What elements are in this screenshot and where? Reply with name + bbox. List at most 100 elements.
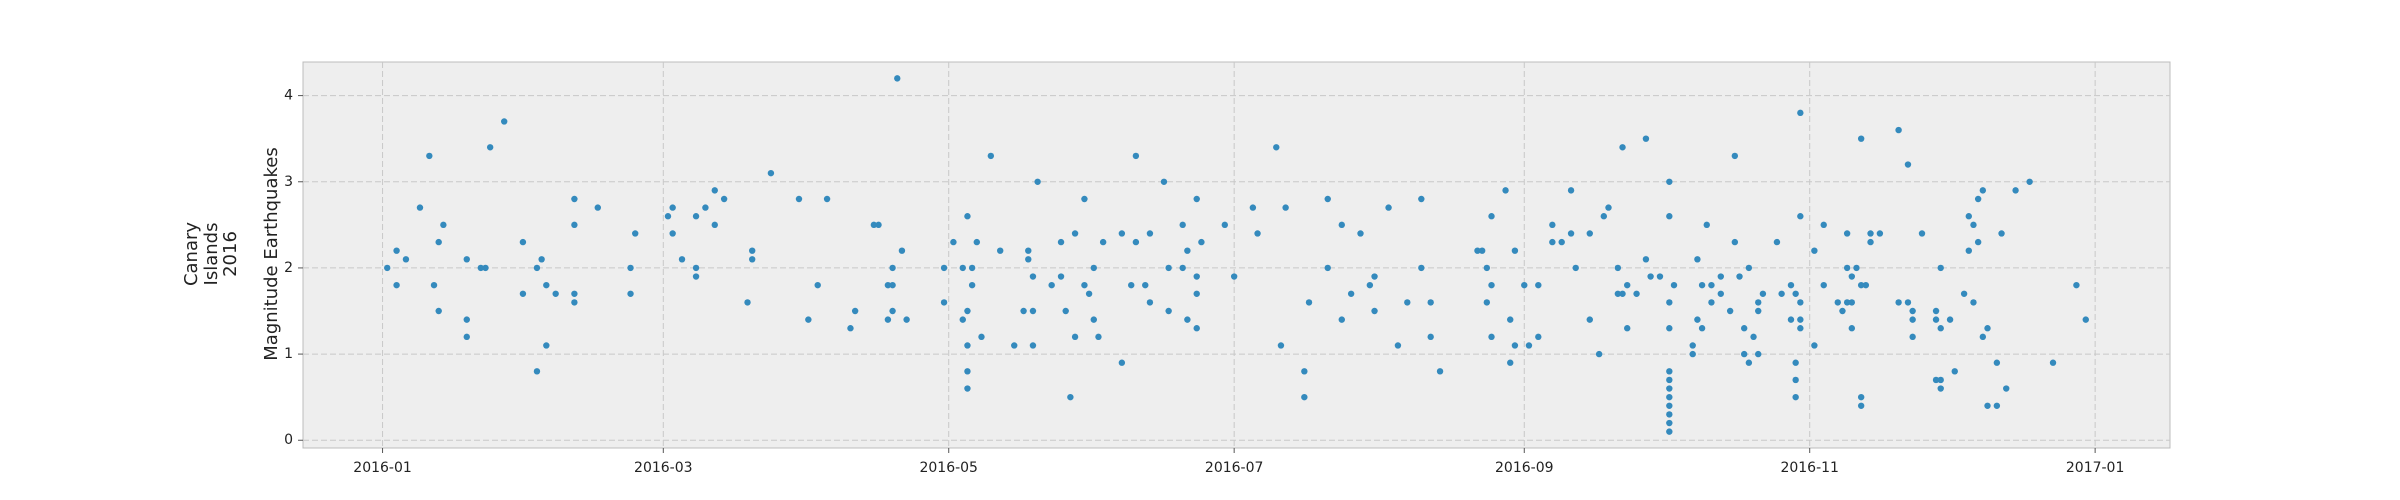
data-point: [1792, 290, 1799, 297]
data-point: [1535, 333, 1542, 341]
data-point: [501, 118, 508, 125]
data-point: [1193, 325, 1200, 332]
data-point: [889, 307, 896, 315]
data-point: [1848, 299, 1856, 306]
data-point: [1095, 333, 1102, 341]
data-point: [870, 221, 878, 229]
data-point: [1946, 316, 1954, 323]
data-point: [1062, 307, 1069, 315]
x-tick-label: 2016-01: [353, 460, 412, 476]
data-point: [1507, 359, 1514, 366]
data-point: [1057, 238, 1065, 246]
data-point: [1820, 281, 1827, 289]
data-point: [1797, 316, 1804, 323]
data-point: [1118, 230, 1126, 237]
data-point: [1857, 281, 1865, 289]
data-point: [1726, 307, 1734, 315]
data-point: [1099, 238, 1107, 246]
data-point: [978, 333, 985, 341]
data-point: [1067, 393, 1074, 401]
data-point: [1142, 281, 1149, 289]
data-point: [1029, 342, 1037, 349]
data-point: [1839, 307, 1846, 315]
data-point: [1666, 393, 1673, 401]
data-point: [1146, 299, 1154, 306]
data-point: [1586, 316, 1593, 323]
data-point: [1011, 342, 1018, 349]
data-point: [1745, 359, 1753, 366]
data-point: [964, 368, 971, 375]
data-point: [1198, 238, 1205, 246]
data-point: [964, 213, 971, 220]
data-point: [2073, 281, 2080, 289]
data-point: [1521, 281, 1528, 289]
y-tick-label: 1: [284, 346, 293, 362]
data-point: [627, 290, 634, 297]
data-point: [823, 195, 831, 203]
data-point: [1071, 230, 1079, 237]
data-point: [1418, 264, 1425, 272]
data-point: [1338, 221, 1345, 229]
data-point: [1020, 307, 1027, 315]
data-point: [1525, 342, 1533, 349]
data-point: [1394, 342, 1402, 349]
y-tick-label: 0: [284, 432, 293, 448]
data-point: [1970, 299, 1977, 306]
data-point: [1488, 333, 1495, 341]
data-point: [1932, 307, 1940, 315]
data-point: [1656, 273, 1664, 280]
data-point: [416, 204, 424, 211]
data-point: [1745, 264, 1753, 272]
data-point: [1965, 213, 1972, 220]
data-point: [749, 247, 756, 254]
data-point: [1254, 230, 1261, 237]
data-point: [1436, 368, 1444, 375]
data-point: [1787, 281, 1795, 289]
data-point: [1703, 221, 1710, 229]
data-point: [669, 204, 676, 211]
data-point: [1843, 264, 1851, 272]
data-point: [1918, 230, 1926, 237]
data-point: [1937, 325, 1944, 332]
data-point: [1511, 247, 1519, 254]
data-point: [1666, 178, 1673, 185]
x-tick-label: 2017-01: [2066, 460, 2125, 476]
grid: [303, 62, 2170, 448]
data-point: [1549, 221, 1556, 229]
data-point: [1797, 109, 1804, 117]
data-point: [1301, 368, 1308, 375]
data-point: [964, 385, 971, 392]
data-point: [1221, 221, 1229, 229]
data-point: [805, 316, 812, 323]
data-point: [1755, 307, 1762, 315]
data-point: [1811, 247, 1818, 254]
data-point: [1857, 402, 1865, 409]
data-point: [543, 281, 550, 289]
data-point: [1740, 325, 1748, 332]
axes: 0 1 2 3 4 2016-01 2016-03 2016-05 2016-07 2016-09…: [284, 88, 2124, 476]
data-point: [1797, 325, 1804, 332]
data-point: [940, 299, 948, 306]
data-point: [435, 238, 442, 246]
data-point: [1081, 195, 1088, 203]
data-point: [1511, 342, 1519, 349]
data-point: [1595, 350, 1603, 358]
data-point: [2082, 316, 2089, 323]
data-point: [1843, 230, 1851, 237]
data-point: [1932, 316, 1940, 323]
data-point: [678, 256, 686, 263]
data-point: [1867, 238, 1874, 246]
data-point: [440, 221, 447, 229]
data-point: [875, 221, 882, 229]
data-point: [1792, 359, 1799, 366]
data-point: [1357, 230, 1364, 237]
data-point: [1277, 342, 1285, 349]
data-point: [1797, 299, 1804, 306]
data-point: [1165, 264, 1172, 272]
data-point: [1132, 238, 1140, 246]
data-point: [1909, 333, 1916, 341]
data-point: [1731, 238, 1739, 246]
data-point: [1619, 144, 1626, 151]
data-point: [1371, 307, 1378, 315]
data-point: [1698, 281, 1706, 289]
